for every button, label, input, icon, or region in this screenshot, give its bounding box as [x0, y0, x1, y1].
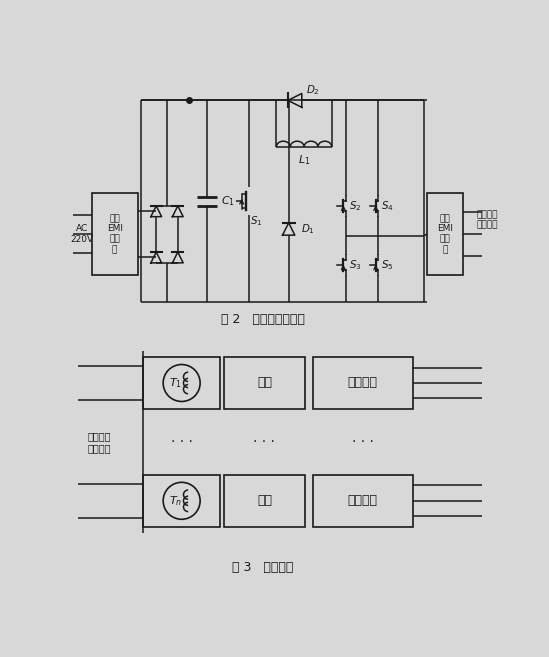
- Text: $C_1$: $C_1$: [221, 194, 235, 208]
- Bar: [224, 357, 305, 409]
- Text: 输出
EMI
滤波
器: 输出 EMI 滤波 器: [437, 214, 453, 254]
- Text: 输入
EMI
滤波
器: 输入 EMI 滤波 器: [107, 214, 122, 254]
- Text: $S_1$: $S_1$: [250, 214, 262, 228]
- Bar: [143, 357, 220, 409]
- Text: $D_1$: $D_1$: [301, 222, 315, 236]
- Text: 高频交流
电流母线: 高频交流 电流母线: [477, 210, 498, 229]
- Text: $S_5$: $S_5$: [381, 258, 394, 272]
- Text: 线性稳压: 线性稳压: [348, 376, 378, 390]
- Text: · · ·: · · ·: [254, 435, 276, 449]
- Text: 整流: 整流: [257, 494, 272, 507]
- Bar: [427, 193, 463, 275]
- Text: 图 3   次级框图: 图 3 次级框图: [232, 561, 293, 574]
- Text: 图 2   初级主电路结构: 图 2 初级主电路结构: [221, 313, 305, 327]
- Text: · · ·: · · ·: [171, 435, 193, 449]
- Text: $T_1$: $T_1$: [169, 376, 182, 390]
- Bar: [312, 474, 413, 527]
- Bar: [224, 474, 305, 527]
- Text: $S_4$: $S_4$: [381, 199, 394, 213]
- Text: · · ·: · · ·: [352, 435, 373, 449]
- Text: 整流: 整流: [257, 376, 272, 390]
- Text: $D_2$: $D_2$: [306, 83, 320, 97]
- Text: AC
220V: AC 220V: [71, 224, 94, 244]
- Text: 高频交流
电流母线: 高频交流 电流母线: [87, 431, 111, 453]
- Text: $S_3$: $S_3$: [349, 258, 361, 272]
- Bar: [312, 357, 413, 409]
- Text: $T_n$: $T_n$: [169, 494, 182, 508]
- Bar: [92, 193, 138, 275]
- Text: $L_1$: $L_1$: [298, 154, 310, 168]
- Text: $S_2$: $S_2$: [349, 199, 361, 213]
- Text: 线性稳压: 线性稳压: [348, 494, 378, 507]
- Bar: [143, 474, 220, 527]
